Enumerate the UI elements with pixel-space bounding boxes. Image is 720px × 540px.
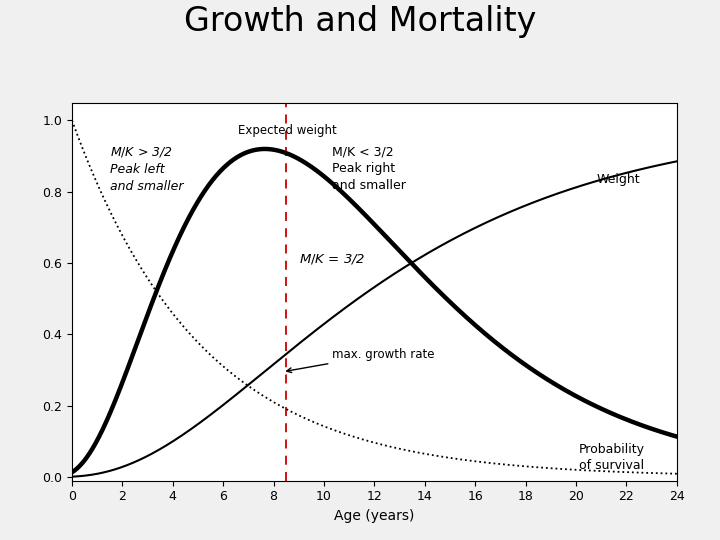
Text: M/K < 3/2
Peak right
and smaller: M/K < 3/2 Peak right and smaller bbox=[331, 145, 405, 192]
Text: Probability
of survival: Probability of survival bbox=[579, 443, 644, 472]
Text: Weight: Weight bbox=[596, 173, 640, 186]
Text: max. growth rate: max. growth rate bbox=[287, 348, 434, 373]
Text: $M/K$ > 3/2
Peak left
and smaller: $M/K$ > 3/2 Peak left and smaller bbox=[109, 145, 184, 193]
Text: Growth and Mortality: Growth and Mortality bbox=[184, 5, 536, 38]
X-axis label: Age (years): Age (years) bbox=[334, 509, 415, 523]
Text: $M/K$ = 3/2: $M/K$ = 3/2 bbox=[299, 252, 365, 266]
Text: Expected weight: Expected weight bbox=[238, 124, 337, 137]
